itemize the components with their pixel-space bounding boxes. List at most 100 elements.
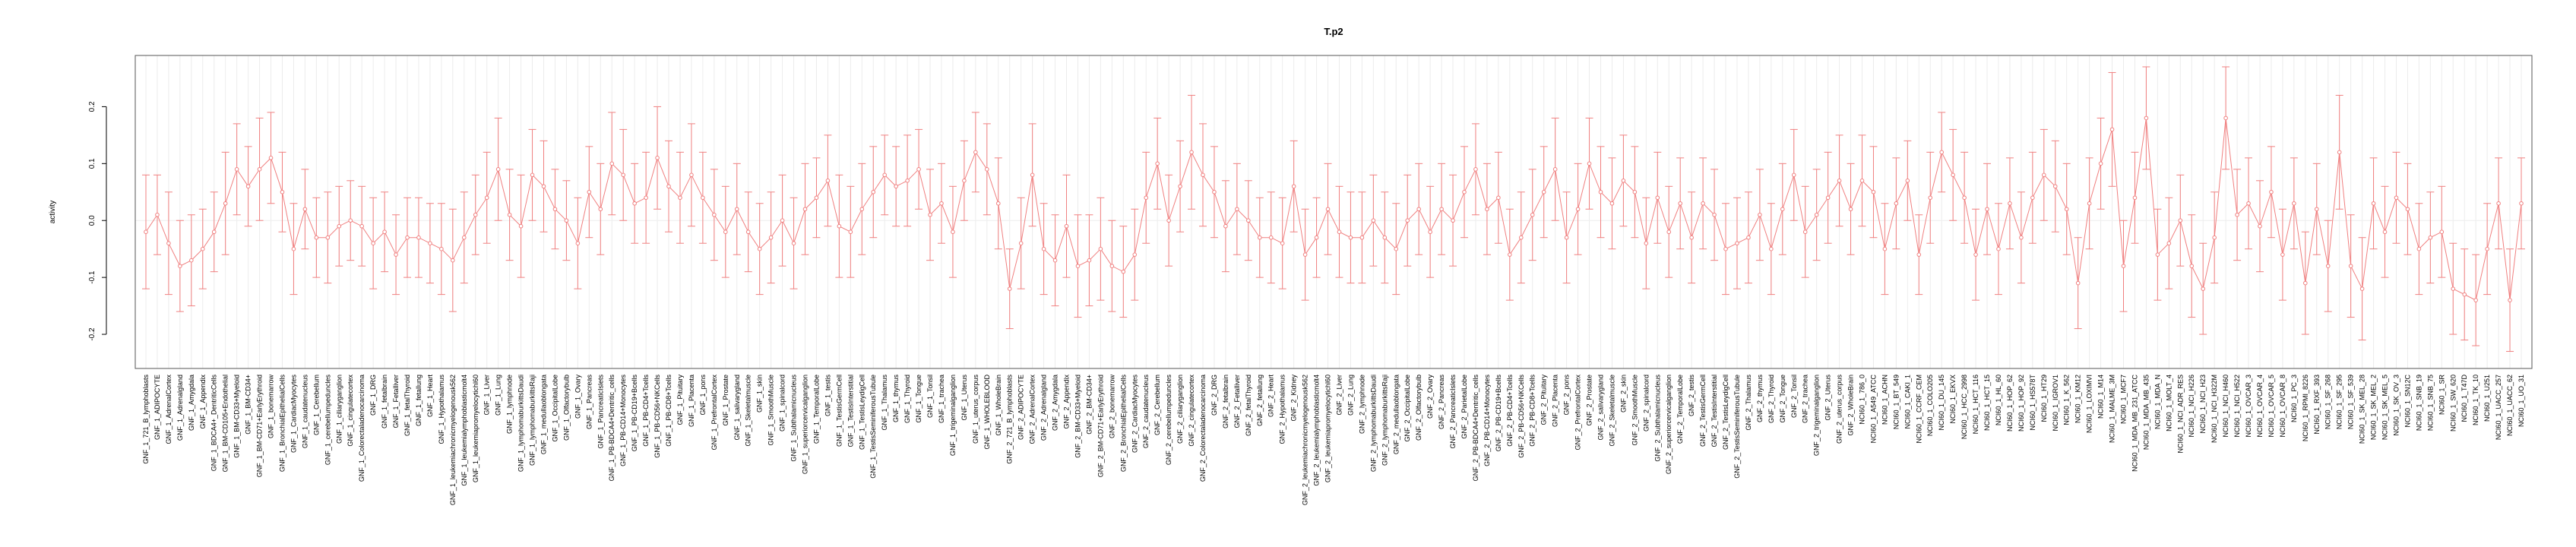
x-tick-label: GNF_1_testis xyxy=(824,375,831,417)
data-point xyxy=(2451,286,2456,291)
x-tick-label: GNF_1_WHOLEBLOOD xyxy=(983,375,991,450)
x-tick-label: NCI60_1_NCI_H23 xyxy=(2199,375,2207,434)
data-point xyxy=(575,241,581,246)
data-point xyxy=(1609,201,1615,206)
x-tick-label: NCI60_1_BT_549 xyxy=(1892,375,1900,429)
data-point xyxy=(1996,246,2001,251)
y-tick-label: 0.2 xyxy=(88,101,97,112)
x-tick-label: GNF_2_Lung xyxy=(1347,375,1354,416)
x-tick-label: GNF_1_PB-CD19+Bcells xyxy=(631,375,638,452)
data-point xyxy=(530,172,535,178)
data-point xyxy=(2235,212,2239,217)
data-point xyxy=(1973,252,1978,257)
x-tick-label: GNF_1_ciliaryganglion xyxy=(335,375,343,444)
data-point xyxy=(1712,212,1717,217)
x-tick-label: GNF_2_Colorectaladenocarcinoma xyxy=(1199,375,1207,482)
x-tick-label: NCI60_1_HOP_62 xyxy=(2006,375,2014,432)
data-point xyxy=(2269,189,2274,194)
x-tick-label: GNF_2_Uterus xyxy=(1824,375,1832,421)
x-tick-label: NCI60_1_HT29 xyxy=(2040,375,2048,422)
x-tick-label: GNF_2_Pituitary xyxy=(1540,375,1548,425)
x-tick-label: NCI60_1_SN12C xyxy=(2404,375,2411,428)
error-bars xyxy=(142,66,2525,353)
x-tick-label: NCI60_1_OVCAR_8 xyxy=(2279,375,2286,438)
chart-title: T.p2 xyxy=(1324,26,1343,37)
x-tick-label: GNF_2_Ovary xyxy=(1426,375,1434,419)
x-tick-label: GNF_2_PB-CD8+Tcells xyxy=(1529,375,1536,447)
x-tick-label: NCI60_1_HCT_116 xyxy=(1972,375,1979,434)
x-tick-label: GNF_2_TestisInterstitial xyxy=(1710,375,1718,447)
data-point xyxy=(1666,229,1672,235)
data-point xyxy=(280,189,285,194)
x-tick-label: GNF_2_leukemiapromyelocytichl60 xyxy=(1324,375,1332,482)
data-point xyxy=(439,246,444,251)
data-point xyxy=(2258,223,2262,229)
x-tick-label: GNF_2_BM-CD71+EarlyErythroid xyxy=(1097,375,1104,477)
x-tick-label: NCI60_1_EKVX xyxy=(1949,375,1957,424)
x-tick-label: NCI60_1_T47D xyxy=(2460,375,2468,422)
x-tick-label: GNF_1_BM-CD33+Myeloid xyxy=(233,375,241,458)
data-point xyxy=(1735,241,1739,246)
x-tick-label: GNF_2_lymphomaburkittsRaji xyxy=(1381,375,1388,466)
data-point xyxy=(144,229,148,235)
x-tick-label: NCI60_1_DU_145 xyxy=(1938,375,1945,431)
x-tick-label: GNF_2_BM-CD33+Myeloid xyxy=(1074,375,1081,458)
x-tick-label: GNF_2_salivarygland xyxy=(1597,375,1604,441)
x-tick-label: GNF_1_BronchialEpithelialCells xyxy=(278,375,286,473)
x-tick-label: GNF_1_CardiacMyocytes xyxy=(290,375,297,454)
x-tick-label: GNF_2_PancreaticIslets xyxy=(1449,375,1457,449)
x-tick-label: NCI60_1_UO_31 xyxy=(2517,375,2525,427)
data-point xyxy=(291,246,296,251)
data-point xyxy=(1212,189,1217,194)
data-point xyxy=(609,161,615,166)
data-point xyxy=(1451,218,1455,223)
x-tick-label: GNF_2_TemporalLobe xyxy=(1676,375,1684,444)
data-point xyxy=(2212,235,2217,240)
data-point xyxy=(495,167,501,172)
data-point xyxy=(1235,207,1239,212)
data-point xyxy=(2519,201,2524,206)
x-tick-label: GNF_1_PancreaticIslets xyxy=(597,375,604,449)
x-tick-label: GNF_2_Subthalamicnucleus xyxy=(1654,375,1661,462)
data-point xyxy=(689,172,694,178)
x-tick-label: NCI60_1_M14 xyxy=(2097,375,2105,419)
data-point xyxy=(1701,201,1705,206)
data-point xyxy=(1098,246,1103,251)
data-point xyxy=(564,218,569,223)
data-point xyxy=(314,235,319,240)
data-point xyxy=(155,212,160,217)
data-point xyxy=(1144,195,1149,201)
x-tick-label: GNF_2_trachea xyxy=(1802,375,1809,423)
data-point xyxy=(1530,212,1535,217)
x-tick-label: GNF_2_Tongue xyxy=(1779,375,1786,423)
x-tick-label: GNF_2_bonemarrow xyxy=(1108,375,1116,439)
data-point xyxy=(234,167,239,172)
x-tick-label: GNF_1_fetallung xyxy=(415,375,422,426)
x-tick-label: GNF_1_TestisSeminiferousTubule xyxy=(869,375,877,479)
x-tick-label: GNF_2_ParietalLobe xyxy=(1460,375,1468,439)
data-point xyxy=(644,195,648,201)
x-tick-label: GNF_1_fetalbrain xyxy=(381,375,388,428)
x-tick-label: GNF_2_leukemiachronicmyelogenousk562 xyxy=(1302,375,1309,505)
x-tick-label: GNF_1_lymphomaburkittsRaji xyxy=(529,375,536,466)
x-tick-label: GNF_1_Hypothalamus xyxy=(438,375,445,444)
data-point xyxy=(859,207,865,212)
x-tick-label: NCI60_1_CAKI_1 xyxy=(1904,375,1911,429)
x-tick-label: GNF_2_pons xyxy=(1563,375,1571,416)
x-tick-label: GNF_2_TestisSeminiferousTubule xyxy=(1733,375,1741,479)
data-point xyxy=(1348,235,1353,240)
x-tick-label: GNF_2_PB-CD56+NKCells xyxy=(1517,375,1525,458)
data-point xyxy=(2439,229,2445,235)
x-tick-label: NCI60_1_MDA_MB_435 xyxy=(2142,375,2150,450)
x-tick-label: GNF_2_AdrenalCortex xyxy=(1029,375,1036,444)
data-point xyxy=(1075,264,1081,268)
data-point xyxy=(2030,195,2035,201)
data-point xyxy=(1223,223,1228,229)
x-tick-label: NCI60_1_SK_MEL_28 xyxy=(2359,375,2366,444)
data-point xyxy=(2508,298,2512,302)
x-tick-label: GNF_2_superiorcervicalganglion xyxy=(1665,375,1673,474)
data-point xyxy=(2109,127,2115,132)
data-point xyxy=(802,207,808,212)
x-tick-label: GNF_2_BM-CD34+ xyxy=(1085,375,1093,435)
x-tick-label: GNF_1_skin xyxy=(756,375,764,413)
